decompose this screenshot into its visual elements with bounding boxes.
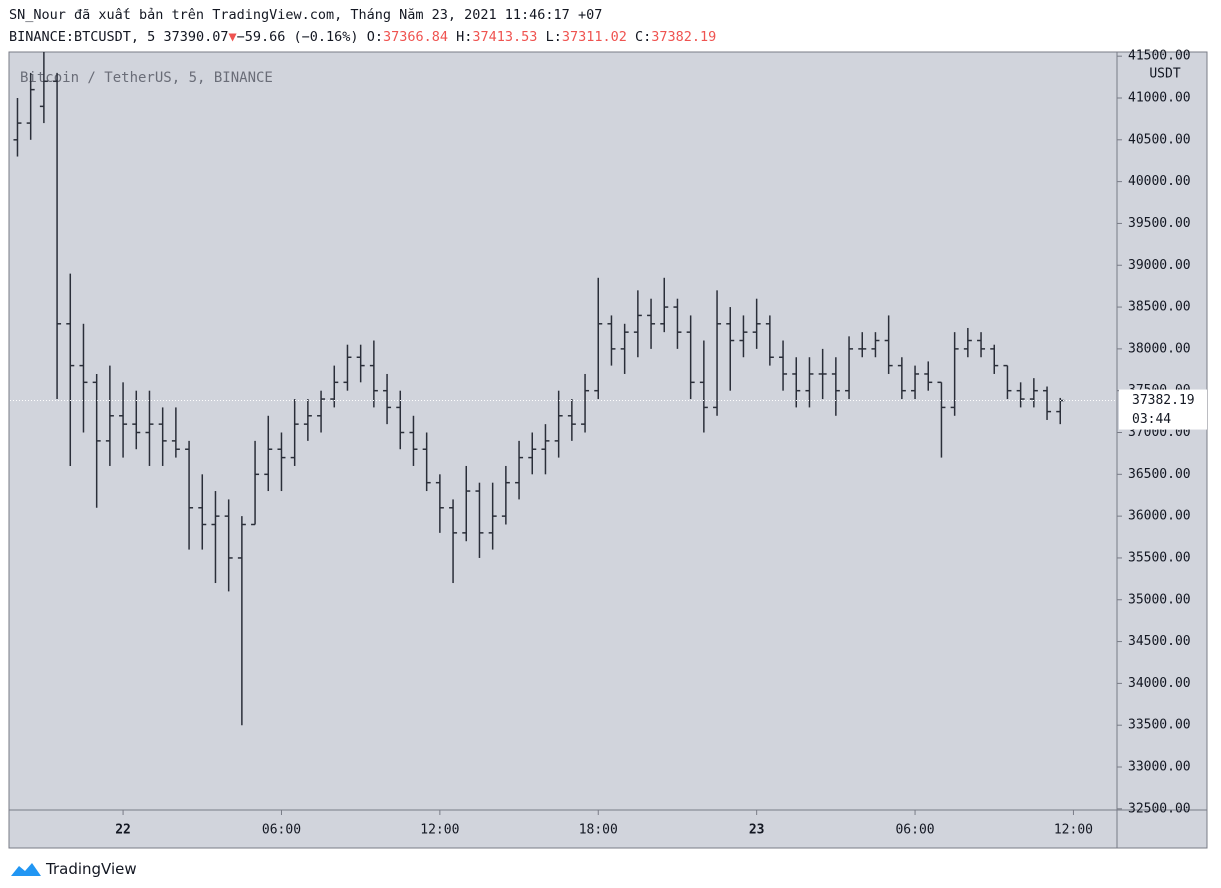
quote-line: BINANCE:BTCUSDT, 5 37390.07▼−59.66 (−0.1… bbox=[9, 26, 716, 48]
chart-border bbox=[8, 51, 1208, 849]
footer: TradingView bbox=[10, 860, 137, 878]
y-tick-label: 33000.00 bbox=[1128, 760, 1191, 775]
h-label: H: bbox=[456, 29, 473, 45]
y-tick-label: 38500.00 bbox=[1128, 300, 1191, 315]
y-tick-label: 41000.00 bbox=[1128, 90, 1191, 105]
y-tick-label: 35000.00 bbox=[1128, 592, 1191, 607]
y-tick-label: 34000.00 bbox=[1128, 676, 1191, 691]
y-tick-label: 33500.00 bbox=[1128, 718, 1191, 733]
logo bbox=[11, 863, 41, 876]
x-tick-label: 06:00 bbox=[262, 823, 301, 838]
y-tick-label: 39000.00 bbox=[1128, 258, 1191, 273]
header: SN_Nour đã xuất bản trên TradingView.com… bbox=[9, 4, 716, 48]
x-tick-label: 18:00 bbox=[579, 823, 618, 838]
x-tick-label: 22 bbox=[115, 823, 131, 838]
close: 37382.19 bbox=[651, 29, 717, 45]
y-tick-label: 34500.00 bbox=[1128, 634, 1191, 649]
legend: Bitcoin / TetherUS, 5, BINANCE bbox=[20, 70, 273, 86]
x-tick-label: 12:00 bbox=[1054, 823, 1093, 838]
y-unit: USDT bbox=[1149, 67, 1180, 82]
y-tick-label: 35500.00 bbox=[1128, 550, 1191, 565]
y-tick-label: 40000.00 bbox=[1128, 174, 1191, 189]
y-tick-label: 36000.00 bbox=[1128, 509, 1191, 524]
high: 37413.53 bbox=[472, 29, 538, 45]
price: 37390.07 bbox=[163, 29, 229, 45]
y-tick-label: 32500.00 bbox=[1128, 801, 1191, 816]
countdown: 03:44 bbox=[1132, 412, 1171, 427]
x-tick-label: 06:00 bbox=[895, 823, 934, 838]
y-tick-label: 36500.00 bbox=[1128, 467, 1191, 482]
chart-background bbox=[9, 52, 1207, 848]
symbol: BINANCE:BTCUSDT, 5 bbox=[9, 29, 156, 45]
x-tick-label: 12:00 bbox=[420, 823, 459, 838]
header-line: SN_Nour đã xuất bản trên TradingView.com… bbox=[9, 7, 603, 23]
open: 37366.84 bbox=[382, 29, 448, 45]
y-tick-label: 39500.00 bbox=[1128, 216, 1191, 231]
y-tick-label: 40500.00 bbox=[1128, 132, 1191, 147]
y-tick-label: 41500.00 bbox=[1128, 49, 1191, 64]
y-tick-label: 38000.00 bbox=[1128, 341, 1191, 356]
brand: TradingView bbox=[46, 860, 137, 878]
down-arrow: ▼ bbox=[228, 29, 237, 45]
last-price-box bbox=[1119, 389, 1207, 430]
o-label: O: bbox=[366, 29, 383, 45]
l-label: L: bbox=[545, 29, 562, 45]
x-tick-label: 23 bbox=[749, 823, 765, 838]
change: −59.66 (−0.16%) bbox=[236, 29, 359, 45]
chart: Bitcoin / TetherUS, 5, BINANCE USDT 3250… bbox=[8, 49, 1208, 849]
low: 37311.02 bbox=[561, 29, 627, 45]
c-label: C: bbox=[635, 29, 652, 45]
bars bbox=[13, 52, 1065, 726]
last-price-label: 37382.19 bbox=[1132, 393, 1195, 408]
